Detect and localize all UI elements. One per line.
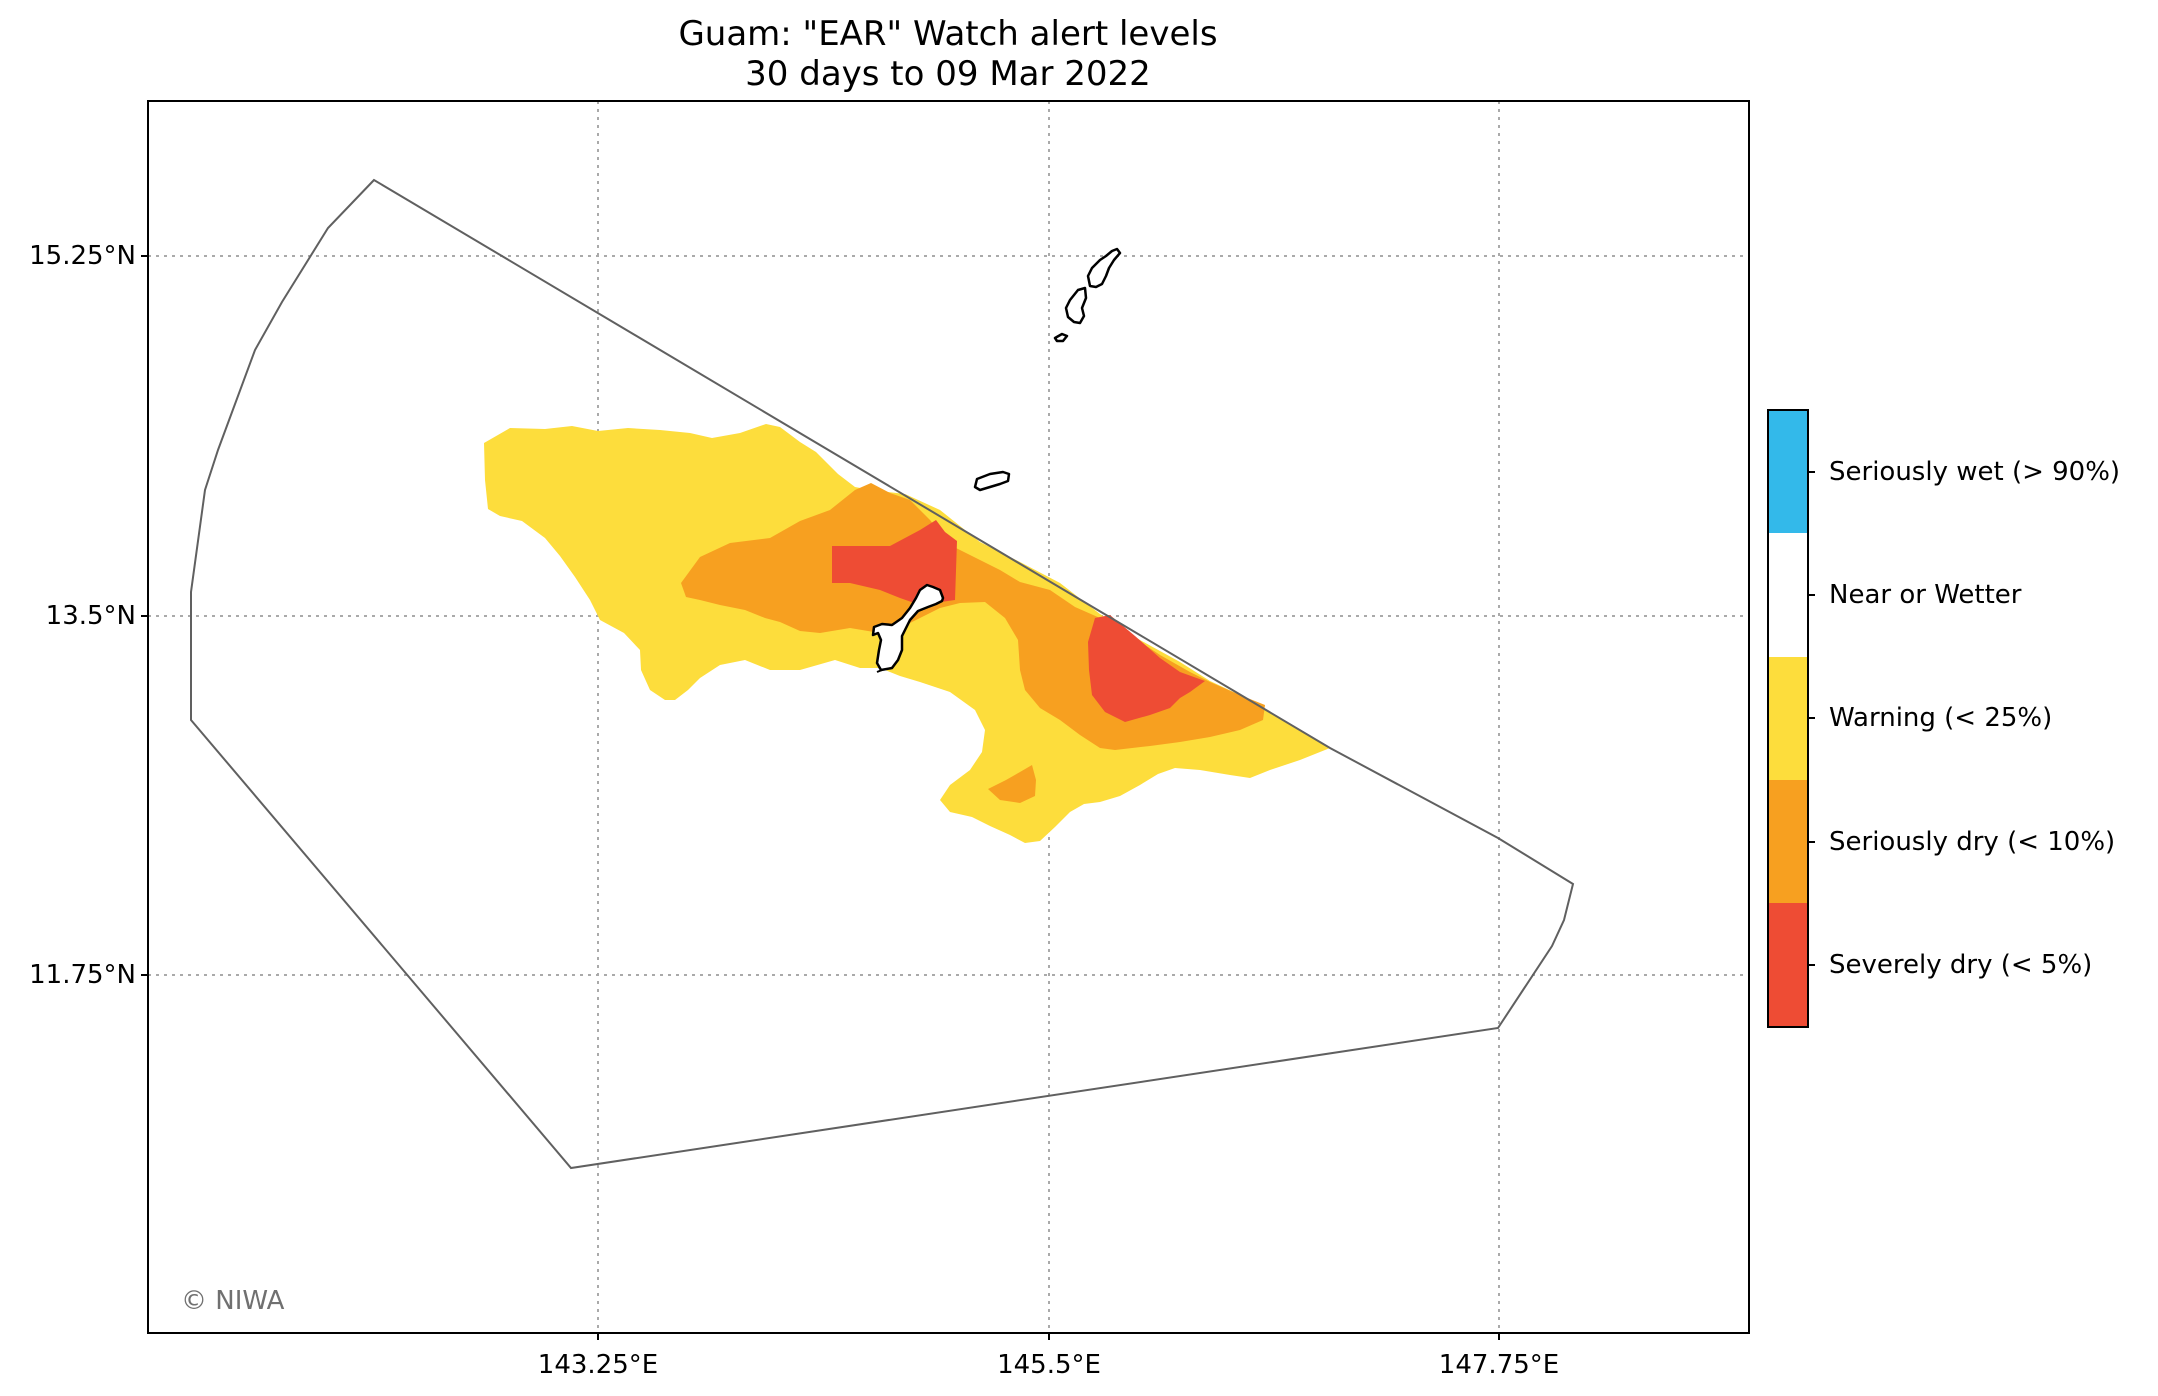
colorbar-severely-dry: [1768, 903, 1808, 1027]
aguijan-island: [1053, 332, 1069, 343]
map-title: Guam: "EAR" Watch alert levels: [678, 14, 1218, 54]
latitude-label-13-5: 13.5°N: [45, 601, 136, 631]
colorbar: [1767, 409, 1815, 1028]
tinian-island: [1064, 286, 1088, 325]
colorbar-warning: [1768, 657, 1808, 780]
guam-island: [871, 583, 945, 672]
islands: [871, 247, 1122, 673]
map-frame: [147, 100, 1750, 1334]
severely-dry-region-west: [832, 520, 957, 605]
colorbar-seriously-dry: [1768, 780, 1808, 903]
legend-label-near-or-wetter: Near or Wetter: [1829, 580, 2022, 610]
legend-label-seriously-wet: Seriously wet (> 90%): [1829, 457, 2121, 487]
gridlines: [148, 101, 1749, 1333]
longitude-label-143-25: 143.25°E: [537, 1350, 659, 1380]
seriously-dry-patch-south: [988, 765, 1036, 803]
longitude-label-147-75: 147.75°E: [1438, 1350, 1560, 1380]
legend-label-seriously-dry: Seriously dry (< 10%): [1829, 827, 2116, 857]
longitude-label-145-5: 145.5°E: [997, 1350, 1101, 1380]
saipan-island: [1086, 247, 1122, 289]
region-boundary: [190, 178, 1575, 1170]
latitude-label-11-75: 11.75°N: [29, 960, 136, 990]
colorbar-ticks: [1808, 471, 1815, 966]
legend-label-warning: Warning (< 25%): [1829, 703, 2053, 733]
warning-region: [484, 424, 1330, 843]
map-subtitle: 30 days to 09 Mar 2022: [745, 54, 1151, 94]
rota-island: [973, 470, 1011, 492]
colorbar-near-or-wetter: [1768, 533, 1808, 657]
latitude-label-15-25: 15.25°N: [29, 241, 136, 271]
severely-dry-region-east: [1088, 615, 1205, 722]
credit-text: © NIWA: [181, 1286, 285, 1316]
legend-label-severely-dry: Severely dry (< 5%): [1829, 950, 2093, 980]
guam-islet: [876, 669, 883, 673]
colorbar-seriously-wet: [1768, 410, 1808, 533]
tick-marks: [141, 255, 1500, 1340]
